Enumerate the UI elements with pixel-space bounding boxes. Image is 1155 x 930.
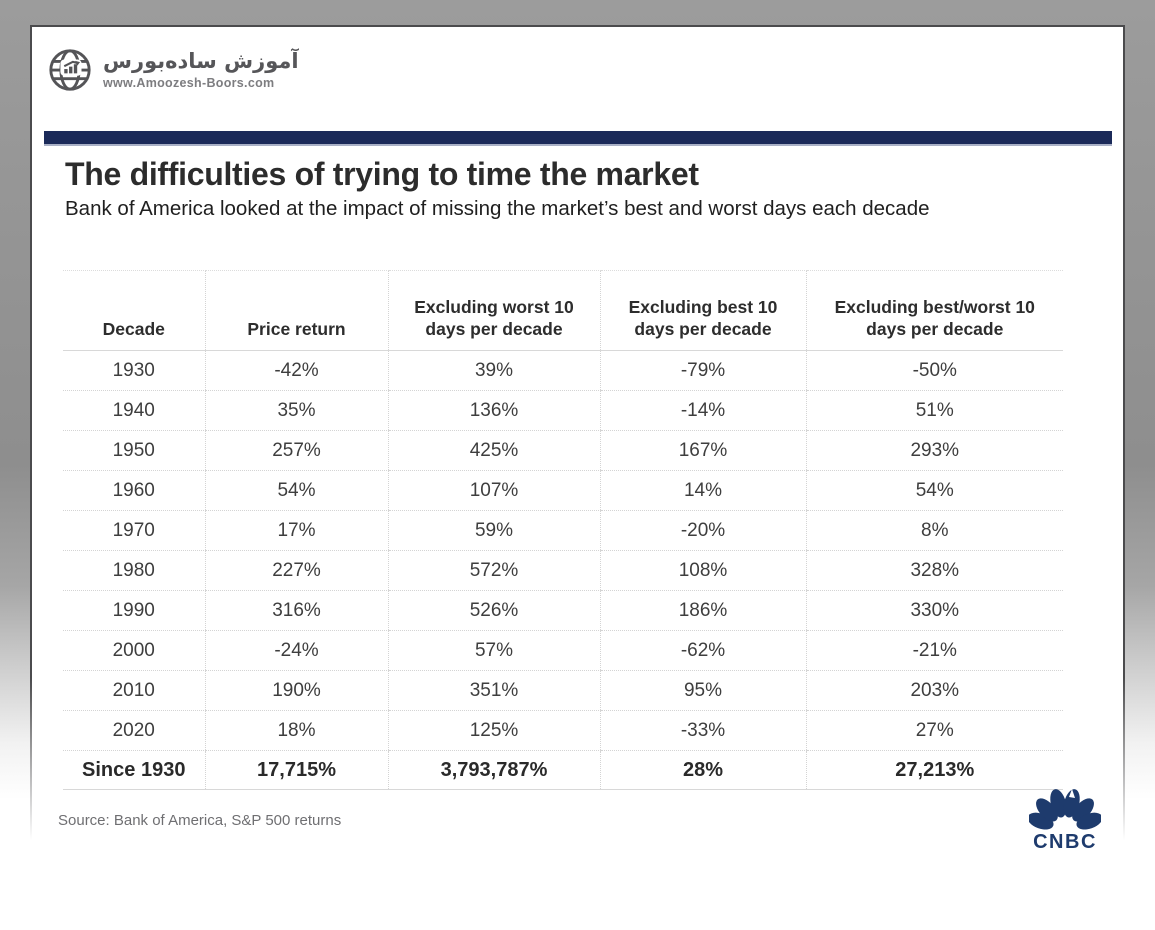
table-cell: 136% <box>387 390 600 431</box>
table-cell: 95% <box>599 670 806 711</box>
table-cell: -42% <box>204 350 388 391</box>
brand-logo: آموزش ساده‌بورس www.Amoozesh-Boors.com <box>47 47 299 93</box>
table-cell: 257% <box>204 430 388 471</box>
cnbc-logo: CNBC <box>1027 785 1103 854</box>
brand-url: www.Amoozesh-Boors.com <box>103 75 275 90</box>
table-cell: 351% <box>387 670 600 711</box>
table-cell: 167% <box>599 430 806 471</box>
table-cell: 330% <box>805 590 1063 631</box>
table-row: 1930 -42% 39% -79% -50% <box>63 350 1063 391</box>
table-cell: 18% <box>204 710 388 751</box>
table-cell: 8% <box>805 510 1063 551</box>
infographic-card: آموزش ساده‌بورس www.Amoozesh-Boors.com T… <box>30 25 1125 930</box>
table-cell: 3,793,787% <box>387 750 600 790</box>
table-cell: 125% <box>387 710 600 751</box>
page-title: The difficulties of trying to time the m… <box>65 156 699 192</box>
table-cell: -33% <box>599 710 806 751</box>
cnbc-wordmark: CNBC <box>1033 831 1097 853</box>
table-cell: 328% <box>805 550 1063 591</box>
table-cell: 526% <box>387 590 600 631</box>
table-total-row: Since 1930 17,715% 3,793,787% 28% 27,213% <box>63 750 1063 790</box>
table-cell: -21% <box>805 630 1063 671</box>
table-cell: 1980 <box>63 550 205 591</box>
table-cell: 54% <box>805 470 1063 511</box>
table-row: 2000 -24% 57% -62% -21% <box>63 630 1063 671</box>
brand-text: آموزش ساده‌بورس www.Amoozesh-Boors.com <box>103 49 299 90</box>
column-header: Excluding worst 10 days per decade <box>387 270 600 351</box>
table-cell: 27,213% <box>805 750 1063 790</box>
accent-bar <box>44 131 1112 146</box>
table-cell: 2000 <box>63 630 205 671</box>
table-cell: 17,715% <box>204 750 388 790</box>
table-row: 1940 35% 136% -14% 51% <box>63 390 1063 431</box>
table-cell: 227% <box>204 550 388 591</box>
table-cell: 57% <box>387 630 600 671</box>
table-cell: 186% <box>599 590 806 631</box>
table-cell: 35% <box>204 390 388 431</box>
table-row: 2020 18% 125% -33% 27% <box>63 710 1063 751</box>
table-cell: 107% <box>387 470 600 511</box>
table-cell: -62% <box>599 630 806 671</box>
table-row: 1970 17% 59% -20% 8% <box>63 510 1063 551</box>
table-row: 1960 54% 107% 14% 54% <box>63 470 1063 511</box>
returns-table-wrap: Decade Price return Excluding worst 10 day… <box>63 270 1063 790</box>
table-cell: 2020 <box>63 710 205 751</box>
table-cell: 28% <box>599 750 806 790</box>
source-note: Source: Bank of America, S&P 500 returns <box>58 812 342 829</box>
table-cell: 108% <box>599 550 806 591</box>
table-cell: 59% <box>387 510 600 551</box>
table-body: 1930 -42% 39% -79% -50% 1940 35% 136% -14% 51% 195… <box>63 350 1063 790</box>
table-row: 2010 190% 351% 95% 203% <box>63 670 1063 711</box>
page-subtitle: Bank of America looked at the impact of … <box>65 197 930 220</box>
column-header: Excluding best 10 days per decade <box>599 270 806 351</box>
table-cell: 1970 <box>63 510 205 551</box>
table-header-row: Decade Price return Excluding worst 10 day… <box>63 270 1063 351</box>
cnbc-peacock-icon <box>1029 789 1101 830</box>
table-cell: 1950 <box>63 430 205 471</box>
table-cell: -20% <box>599 510 806 551</box>
table-row: 1980 227% 572% 108% 328% <box>63 550 1063 591</box>
table-cell: 1990 <box>63 590 205 631</box>
table-cell: 51% <box>805 390 1063 431</box>
table-cell: 425% <box>387 430 600 471</box>
table-cell: 572% <box>387 550 600 591</box>
table-cell: 203% <box>805 670 1063 711</box>
table-row: 1990 316% 526% 186% 330% <box>63 590 1063 631</box>
table-cell: 39% <box>387 350 600 391</box>
table-cell: 14% <box>599 470 806 511</box>
brand-title: آموزش ساده‌بورس <box>103 49 299 74</box>
table-cell: 54% <box>204 470 388 511</box>
table-cell: 190% <box>204 670 388 711</box>
table-cell: 1930 <box>63 350 205 391</box>
column-header: Excluding best/worst 10 days per decade <box>805 270 1063 351</box>
table-cell: 293% <box>805 430 1063 471</box>
table-cell: 1960 <box>63 470 205 511</box>
column-header: Price return <box>204 270 388 351</box>
column-header: Decade <box>63 270 205 351</box>
globe-with-bar-chart-icon <box>49 49 91 91</box>
table-cell: Since 1930 <box>63 750 205 790</box>
table-cell: -24% <box>204 630 388 671</box>
table-cell: -50% <box>805 350 1063 391</box>
table-row: 1950 257% 425% 167% 293% <box>63 430 1063 471</box>
table-cell: 2010 <box>63 670 205 711</box>
table-cell: 316% <box>204 590 388 631</box>
table-cell: 17% <box>204 510 388 551</box>
table-cell: 27% <box>805 710 1063 751</box>
returns-table: Decade Price return Excluding worst 10 day… <box>63 270 1063 790</box>
table-cell: 1940 <box>63 390 205 431</box>
table-cell: -79% <box>599 350 806 391</box>
table-cell: -14% <box>599 390 806 431</box>
